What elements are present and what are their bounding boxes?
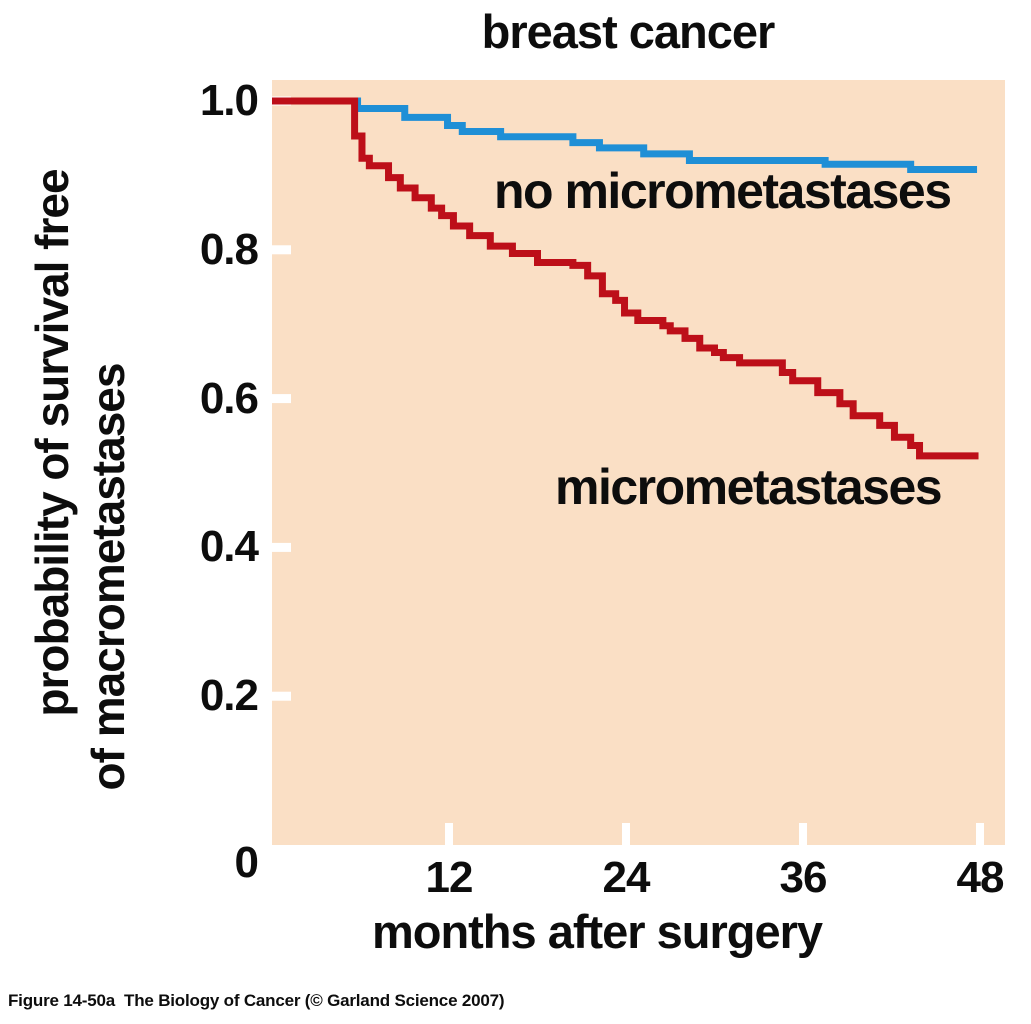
x-tick-mark — [622, 823, 630, 845]
series-label-micrometastases: micrometastases — [555, 459, 943, 515]
series-curve-micrometastases — [272, 97, 979, 460]
figure-caption: Figure 14-50a The Biology of Cancer (© G… — [8, 991, 505, 1010]
plot-area: no micrometastases micrometastases — [272, 80, 1005, 845]
x-axis-tick-labels: 12 24 36 48 — [272, 845, 1005, 907]
y-tick-label: 0.4 — [199, 522, 259, 572]
y-tick-label: 0.2 — [199, 671, 259, 721]
x-tick-label: 24 — [602, 853, 651, 902]
x-tick-label: 48 — [956, 853, 1005, 902]
x-tick-mark — [976, 823, 984, 845]
x-tick-label: 36 — [779, 853, 828, 902]
y-tick-mark — [272, 542, 291, 552]
origin-tick-label: 0 — [234, 838, 259, 887]
y-tick-label: 0.6 — [199, 373, 259, 423]
chart-title: breast cancer — [481, 5, 776, 58]
x-axis-title: months after surgery — [371, 905, 823, 958]
y-tick-label: 0.8 — [199, 224, 259, 274]
series-curve-no-micrometastases — [272, 97, 978, 173]
x-tick-label: 12 — [425, 853, 474, 902]
x-tick-mark — [445, 823, 453, 845]
x-tick-mark — [799, 823, 807, 845]
y-axis-tick-labels: 1.0 0.8 0.6 0.4 0.2 0 — [150, 76, 259, 887]
y-axis-label-line2: of macrometastases — [82, 363, 134, 791]
series-label-no-micrometastases: no micrometastases — [494, 163, 952, 219]
y-tick-mark — [272, 245, 291, 255]
y-tick-mark — [272, 394, 291, 404]
y-axis-label-line1: probability of survival free — [26, 169, 78, 717]
survival-chart-svg — [272, 96, 984, 845]
y-tick-mark — [272, 691, 291, 701]
y-tick-label: 1.0 — [199, 76, 259, 125]
